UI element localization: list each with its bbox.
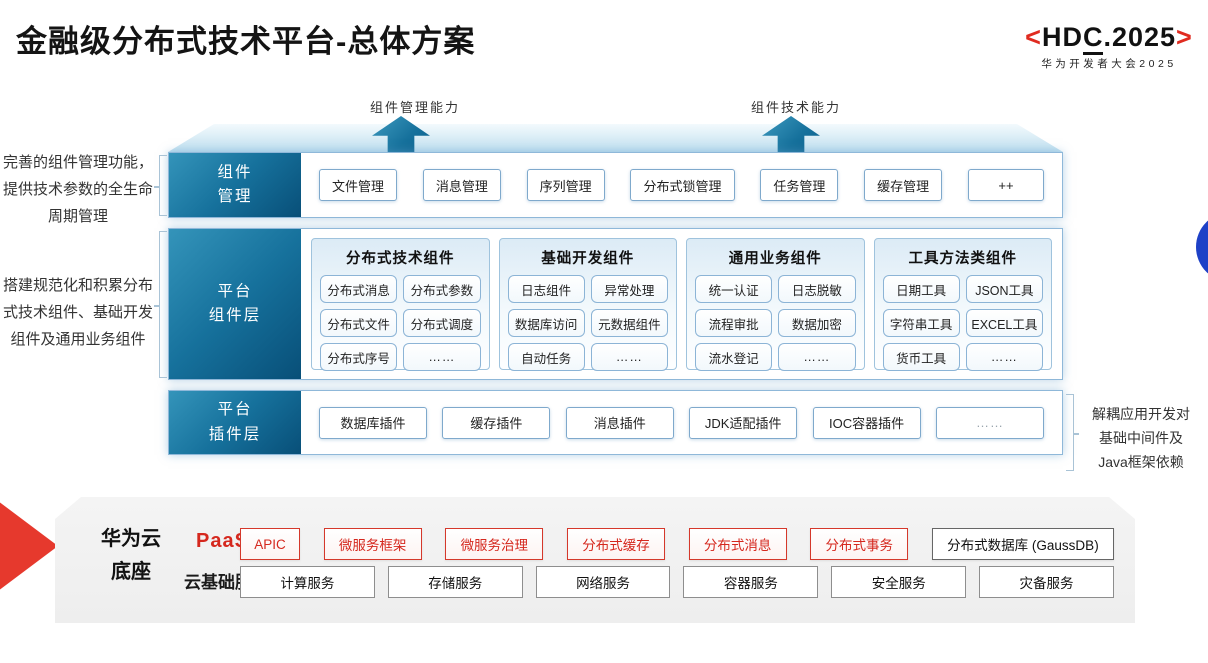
note-plugins: 解耦应用开发对 基础中间件及 Java框架依赖 (1092, 406, 1190, 470)
chip-apic: APIC (240, 528, 300, 560)
foundation-label: 华为云 底座 (101, 528, 161, 583)
chip-storage-service: 存储服务 (387, 566, 523, 598)
chip-distributed-transaction: 分布式事务 (810, 528, 909, 560)
bracket-management-note (154, 155, 167, 216)
group-common-business: 通用业务组件 统一认证 日志脱敏 流程审批 数据加密 流水登记 …… (686, 238, 865, 371)
layer-label-component-management: 组件 管理 (169, 153, 301, 217)
chip-string-tool: 字符串工具 (882, 309, 960, 337)
chip-task-management: 任务管理 (760, 169, 839, 201)
hdc-logo-wordmark: <HDC.2025> (1010, 22, 1208, 55)
chip-log-component: 日志组件 (507, 275, 585, 303)
chip-exception-handling: 异常处理 (590, 275, 668, 303)
chip-message-management: 消息管理 (422, 169, 501, 201)
chip-distributed-sequence: 分布式序号 (320, 343, 398, 371)
layer-platform-plugins: 平台 插件层 数据库插件 缓存插件 消息插件 JDK适配插件 IOC容器插件 …… (168, 390, 1063, 455)
chip-file-management: 文件管理 (319, 169, 398, 201)
chip-network-service: 网络服务 (535, 566, 671, 598)
chip-distributed-scheduling: 分布式调度 (403, 309, 481, 337)
group-title: 分布式技术组件 (346, 251, 455, 267)
bracket-components-note (154, 231, 167, 378)
layer-platform-components: 平台 组件层 分布式技术组件 分布式消息 分布式参数 分布式文件 分布式调度 分… (168, 228, 1063, 380)
chip-distributed-parameter: 分布式参数 (403, 275, 481, 303)
group-grid: 日期工具 JSON工具 字符串工具 EXCEL工具 货币工具 …… (882, 275, 1043, 371)
chip-jdk-adapter-plugin: JDK适配插件 (689, 406, 798, 439)
blue-circle-decoration (1196, 212, 1208, 282)
chip-currency-tool: 货币工具 (882, 343, 960, 371)
note-management: 完善的组件管理功能，提供技术参数的全生命周期管理 (2, 154, 153, 225)
group-distributed-tech: 分布式技术组件 分布式消息 分布式参数 分布式文件 分布式调度 分布式序号 …… (311, 238, 490, 371)
chip-log-masking: 日志脱敏 (778, 275, 856, 303)
chip-plus-plus: ++ (967, 169, 1044, 201)
group-grid: 分布式消息 分布式参数 分布式文件 分布式调度 分布式序号 …… (320, 275, 481, 371)
technical-capability-label: 组件技术能力 (750, 100, 841, 115)
chip-metadata-component: 元数据组件 (590, 309, 668, 337)
chip-excel-tool: EXCEL工具 (965, 309, 1043, 337)
logo-close-bracket: > (1176, 22, 1193, 52)
chip-security-service: 安全服务 (831, 566, 967, 598)
logo-subtitle: 华为开发者大会2025 (1041, 58, 1177, 70)
group-title: 通用业务组件 (728, 251, 822, 267)
group-title: 基础开发组件 (541, 251, 635, 267)
layer-component-management: 组件 管理 文件管理 消息管理 序列管理 分布式锁管理 任务管理 缓存管理 ++ (168, 152, 1063, 218)
group-grid: 统一认证 日志脱敏 流程审批 数据加密 流水登记 …… (695, 275, 856, 371)
component-groups: 分布式技术组件 分布式消息 分布式参数 分布式文件 分布式调度 分布式序号 ……… (301, 229, 1062, 379)
plugin-chip-row: 数据库插件 缓存插件 消息插件 JDK适配插件 IOC容器插件 …… (301, 391, 1062, 454)
chip-ellipsis: …… (403, 343, 481, 371)
chip-distributed-file: 分布式文件 (320, 309, 398, 337)
bracket-plugins-note (1066, 394, 1079, 471)
chip-gaussdb: 分布式数据库 (GaussDB) (931, 528, 1114, 560)
layer-label-platform-plugins: 平台 插件层 (169, 391, 301, 454)
group-grid: 日志组件 异常处理 数据库访问 元数据组件 自动任务 …… (507, 275, 668, 371)
logo-text-c: C (1082, 22, 1104, 55)
note-components: 搭建规范化和积累分布式技术组件、基础开发组件及通用业务组件 (2, 277, 153, 348)
chip-ellipsis: …… (935, 406, 1044, 439)
platform-3d-lid (168, 124, 1063, 152)
chip-compute-service: 计算服务 (240, 566, 375, 598)
chip-cache-plugin: 缓存插件 (442, 406, 551, 439)
chip-ioc-container-plugin: IOC容器插件 (812, 406, 921, 439)
chip-distributed-cache: 分布式缓存 (566, 528, 665, 560)
chip-sequence-management: 序列管理 (526, 169, 605, 201)
chip-message-plugin: 消息插件 (565, 406, 674, 439)
chip-json-tool: JSON工具 (965, 275, 1043, 303)
paas-label: PaaS (196, 530, 249, 552)
chip-date-tool: 日期工具 (882, 275, 960, 303)
group-utility-tools: 工具方法类组件 日期工具 JSON工具 字符串工具 EXCEL工具 货币工具 …… (873, 238, 1052, 371)
hdc-logo: <HDC.2025> 华为开发者大会2025 (1010, 22, 1208, 71)
chip-ellipsis: …… (778, 343, 856, 371)
group-basic-dev: 基础开发组件 日志组件 异常处理 数据库访问 元数据组件 自动任务 …… (498, 238, 677, 371)
management-chip-row: 文件管理 消息管理 序列管理 分布式锁管理 任务管理 缓存管理 ++ (301, 153, 1062, 217)
logo-text-year: .2025 (1103, 22, 1177, 52)
group-title: 工具方法类组件 (908, 251, 1017, 267)
management-capability-label: 组件管理能力 (369, 100, 460, 115)
huawei-cloud-foundation-panel (55, 497, 1135, 623)
chip-process-approval: 流程审批 (695, 309, 773, 337)
logo-open-bracket: < (1025, 22, 1042, 52)
chip-container-service: 容器服务 (683, 566, 819, 598)
chip-unified-auth: 统一认证 (695, 275, 773, 303)
chip-disaster-recovery-service: 灾备服务 (979, 566, 1114, 598)
chip-distributed-lock-management: 分布式锁管理 (630, 169, 735, 201)
chip-database-access: 数据库访问 (507, 309, 585, 337)
chip-database-plugin: 数据库插件 (319, 406, 427, 439)
page-title: 金融级分布式技术平台-总体方案 (16, 24, 476, 59)
cloud-chip-row: 计算服务 存储服务 网络服务 容器服务 安全服务 灾备服务 (240, 566, 1114, 598)
chip-data-encryption: 数据加密 (778, 309, 856, 337)
chip-ellipsis: …… (965, 343, 1043, 371)
logo-text-hd: HD (1041, 22, 1083, 52)
paas-chip-row: APIC 微服务框架 微服务治理 分布式缓存 分布式消息 分布式事务 分布式数据… (240, 528, 1114, 560)
red-fan-arrow-icon (0, 502, 58, 590)
layer-label-platform-components: 平台 组件层 (169, 229, 301, 379)
chip-distributed-message-paas: 分布式消息 (688, 528, 787, 560)
chip-cache-management: 缓存管理 (864, 169, 943, 201)
chip-microservice-framework: 微服务框架 (323, 528, 422, 560)
chip-ellipsis: …… (590, 343, 668, 371)
chip-distributed-message: 分布式消息 (320, 275, 398, 303)
chip-journal-registration: 流水登记 (695, 343, 773, 371)
chip-microservice-governance: 微服务治理 (445, 528, 544, 560)
chip-auto-task: 自动任务 (507, 343, 585, 371)
